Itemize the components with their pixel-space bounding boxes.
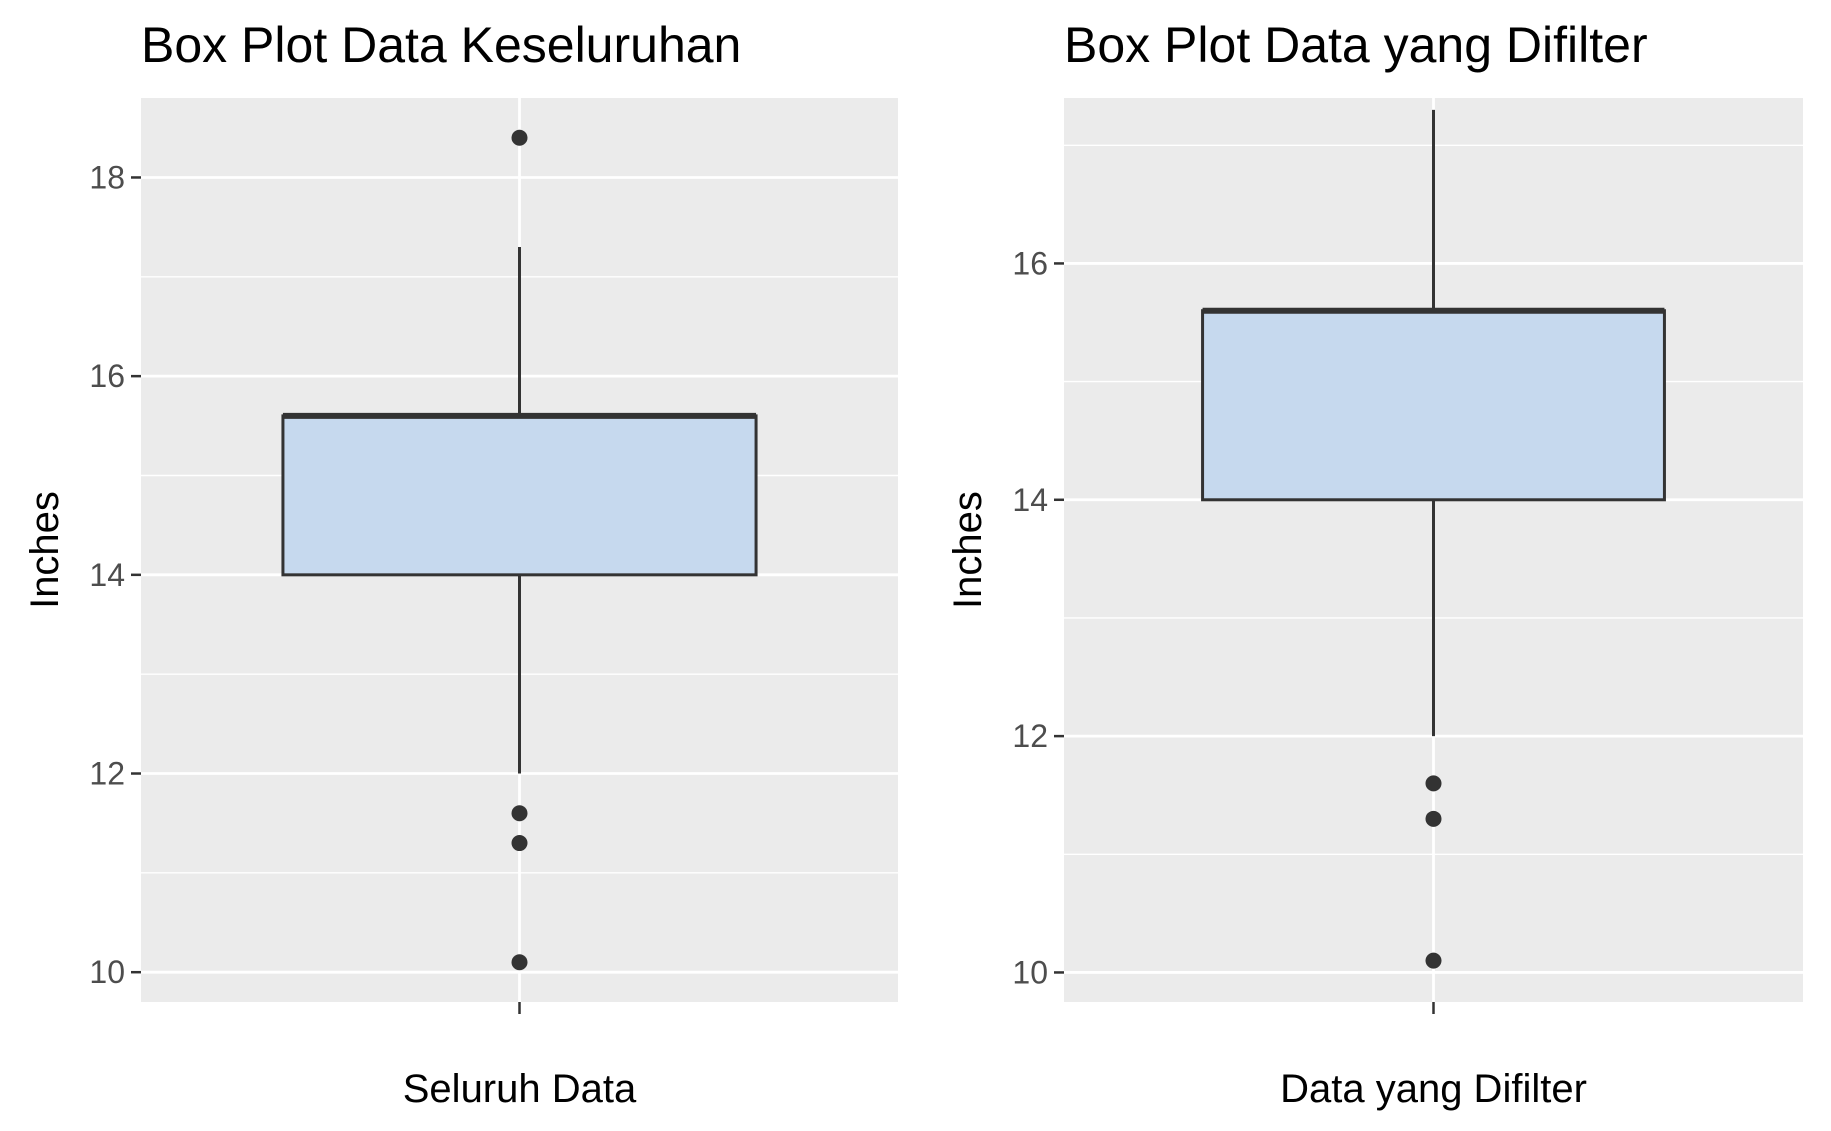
y-tick-label: 12 — [89, 756, 125, 792]
outlier-point — [1425, 952, 1442, 969]
y-tick-label: 10 — [89, 954, 125, 990]
box-iqr — [281, 414, 758, 577]
chart-title: Box Plot Data Keseluruhan — [141, 17, 741, 73]
y-axis-title: Inches — [23, 491, 67, 609]
y-axis-title: Inches — [946, 491, 990, 609]
right-plot-panel: 10 12 14 16 Box Plot Data yang Difilter Data … — [946, 17, 1803, 1111]
y-tick-label: 12 — [1012, 718, 1048, 754]
x-axis-title: Data yang Difilter — [1280, 1067, 1587, 1111]
chart-title: Box Plot Data yang Difilter — [1064, 17, 1648, 73]
box-iqr — [1201, 309, 1666, 502]
y-tick-label: 10 — [1012, 954, 1048, 990]
outlier-point — [511, 835, 528, 852]
outlier-point — [1425, 810, 1442, 827]
y-tick-label: 16 — [1012, 245, 1048, 281]
y-tick-label: 14 — [1012, 482, 1048, 518]
y-tick-label: 14 — [89, 557, 125, 593]
y-tick-label: 16 — [89, 358, 125, 394]
outlier-point — [511, 129, 528, 146]
outlier-point — [511, 954, 528, 971]
outlier-point — [1425, 775, 1442, 792]
outlier-point — [511, 805, 528, 822]
y-tick-label: 18 — [89, 159, 125, 195]
left-plot-panel: 10 12 14 16 18 Box Plot Data Keseluruhan Selur… — [23, 17, 898, 1111]
x-axis-title: Seluruh Data — [403, 1067, 637, 1111]
